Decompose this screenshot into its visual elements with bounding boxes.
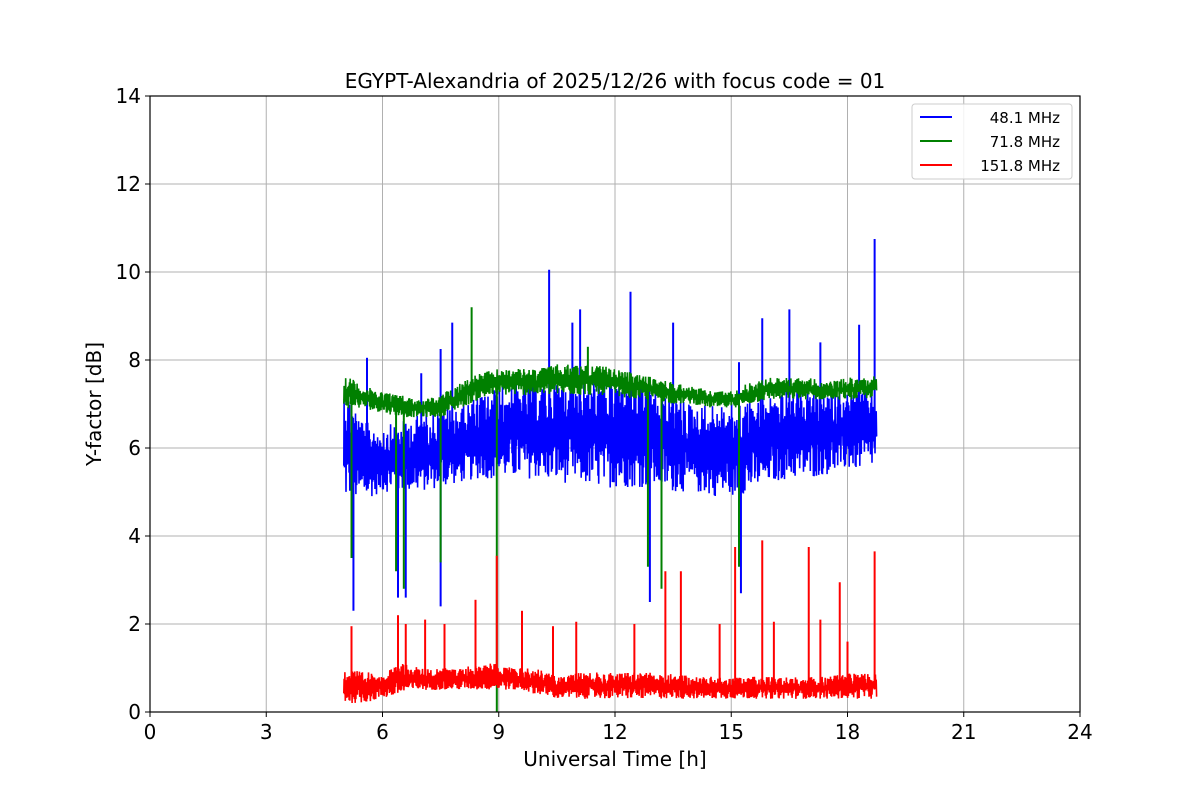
chart-title: EGYPT-Alexandria of 2025/12/26 with focu… (345, 69, 886, 93)
series-151-8-mhz (343, 540, 878, 704)
x-tick-label: 6 (376, 720, 389, 744)
x-axis-label: Universal Time [h] (523, 747, 706, 771)
y-tick-label: 8 (128, 348, 141, 372)
legend-label: 151.8 MHz (980, 157, 1060, 175)
series-48-1-mhz (342, 239, 878, 611)
y-tick-label: 0 (128, 700, 141, 724)
plot-area (342, 239, 878, 712)
y-axis-label: Y-factor [dB] (82, 342, 106, 467)
series-71-8-mhz (343, 307, 878, 712)
y-tick-label: 14 (116, 84, 141, 108)
x-tick-label: 12 (602, 720, 627, 744)
x-tick-label: 3 (260, 720, 273, 744)
x-tick-label: 9 (492, 720, 505, 744)
x-tick-label: 0 (144, 720, 157, 744)
legend: 48.1 MHz 71.8 MHz 151.8 MHz (911, 103, 1073, 180)
legend-label: 48.1 MHz (990, 109, 1060, 127)
y-tick-label: 2 (128, 612, 141, 636)
x-tick-label: 15 (719, 720, 744, 744)
series-trace (343, 364, 878, 418)
legend-label: 71.8 MHz (990, 133, 1060, 151)
y-tick-label: 12 (116, 172, 141, 196)
y-tick-label: 4 (128, 524, 141, 548)
legend-box (911, 103, 1073, 180)
x-tick-label: 21 (951, 720, 976, 744)
x-tick-label: 18 (835, 720, 860, 744)
series-trace (343, 663, 878, 704)
y-tick-label: 10 (116, 260, 141, 284)
x-tick-label: 24 (1067, 720, 1092, 744)
series-trace (342, 378, 878, 497)
y-tick-label: 6 (128, 436, 141, 460)
